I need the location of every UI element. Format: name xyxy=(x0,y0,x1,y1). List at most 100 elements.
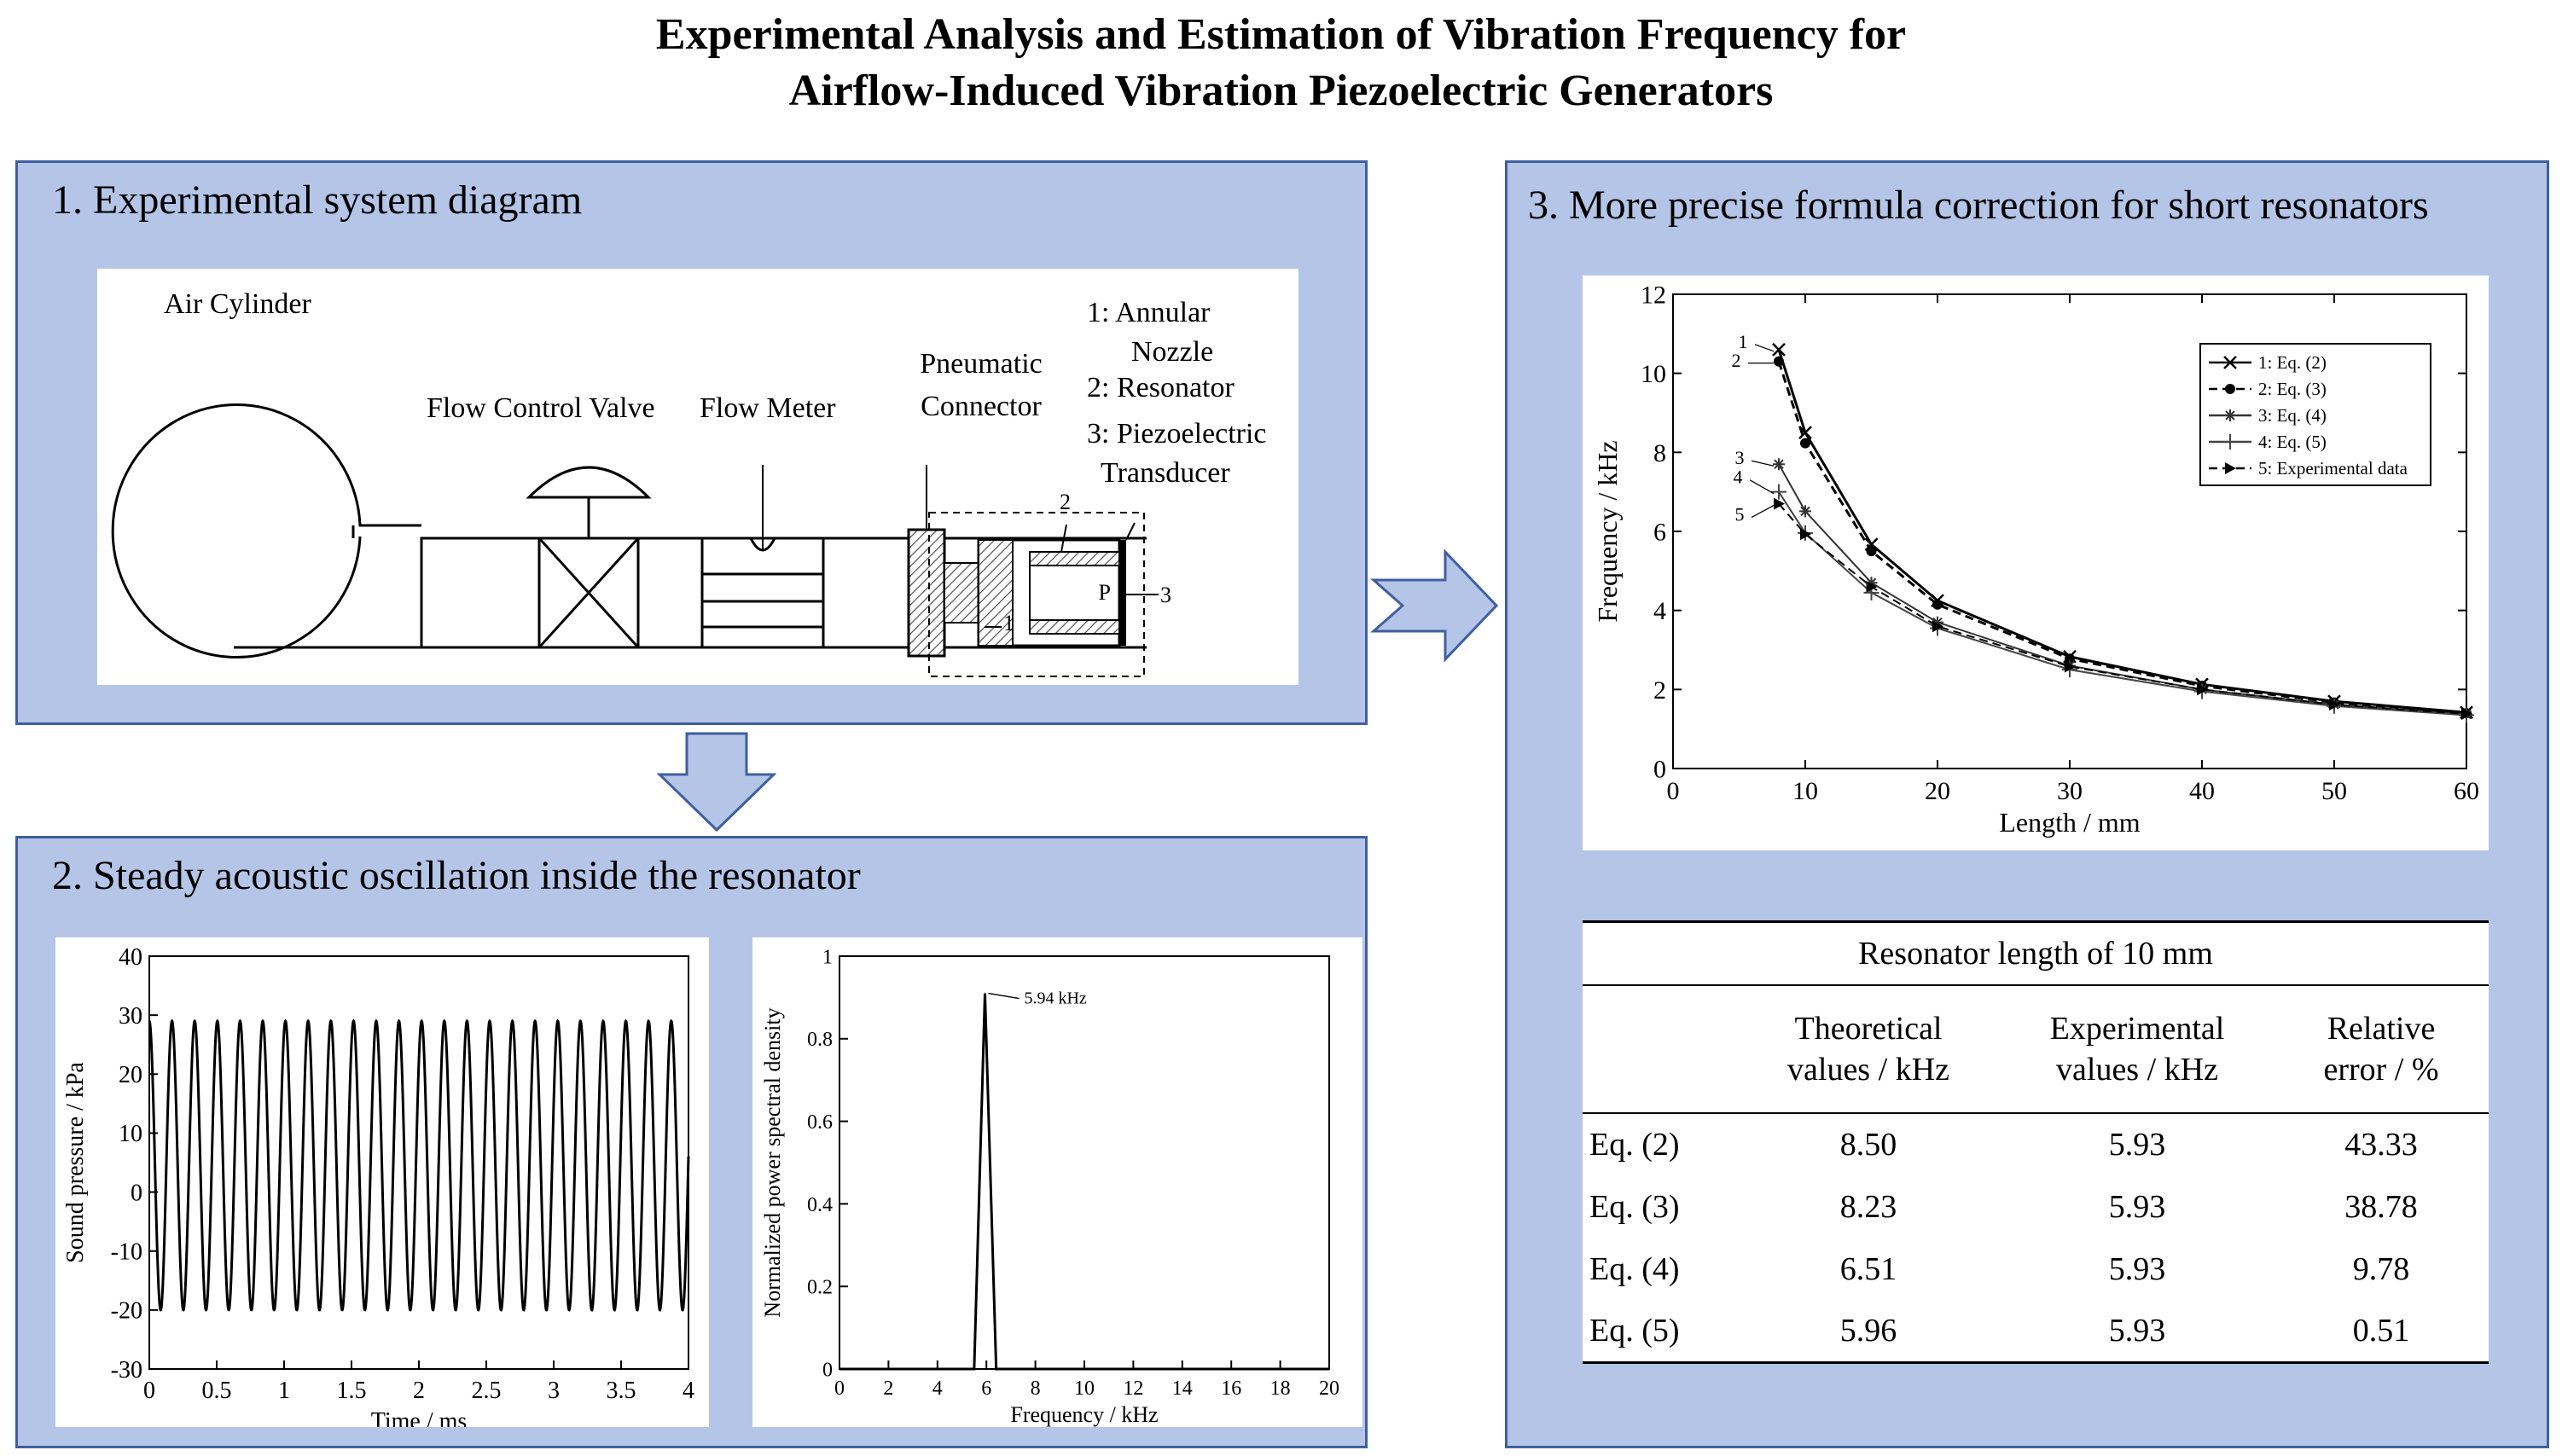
callout-1: 1 xyxy=(1003,611,1014,635)
y-tick-label: 0.8 xyxy=(807,1029,833,1051)
label-air-cylinder: Air Cylinder xyxy=(164,288,311,320)
y-tick-label: 0.2 xyxy=(807,1277,833,1299)
callout-3: 3 xyxy=(1160,583,1171,607)
marker-dot xyxy=(2225,384,2235,394)
series-line xyxy=(1777,361,2467,715)
table-row: Eq. (4) 6.51 5.93 9.78 xyxy=(1583,1238,2489,1300)
experimental-value: 5.93 xyxy=(2108,1312,2166,1349)
series-label-leader xyxy=(1751,505,1775,519)
y-tick-label: 30 xyxy=(119,1003,142,1030)
legend-entry: 5: Experimental data xyxy=(2258,458,2408,479)
x-tick-label: 20 xyxy=(1319,1378,1339,1400)
marker-dot xyxy=(1932,599,1943,610)
title-line-1: Experimental Analysis and Estimation of … xyxy=(655,10,1907,59)
series-label-leader xyxy=(1751,460,1775,467)
marker-plus xyxy=(2222,434,2238,450)
legend-entry: 2: Eq. (3) xyxy=(2258,379,2327,399)
experimental-value: 5.93 xyxy=(2108,1188,2166,1225)
label-pneumatic-2: Connector xyxy=(921,391,1042,422)
x-tick-label: 1.5 xyxy=(337,1378,367,1404)
x-tick-label: 3 xyxy=(548,1378,560,1404)
relative-error: 9.78 xyxy=(2352,1250,2410,1287)
marker-dot xyxy=(1800,438,1810,449)
marker-dot xyxy=(1774,356,1784,367)
plot-frame xyxy=(839,955,1330,1370)
x-tick-label: 10 xyxy=(1074,1378,1095,1400)
x-axis-label: Length / mm xyxy=(1999,807,2140,838)
marker-x xyxy=(2223,356,2237,369)
series-line xyxy=(1778,491,2467,716)
figure-title: Experimental Analysis and Estimation of … xyxy=(0,7,2562,119)
label-flow-meter: Flow Meter xyxy=(700,392,836,424)
row-label: Eq. (3) xyxy=(1589,1188,1680,1225)
x-tick-label: 3.5 xyxy=(607,1378,636,1404)
y-tick-label: -10 xyxy=(111,1239,142,1266)
row-label: Eq. (5) xyxy=(1589,1312,1680,1349)
theoretical-value: 5.96 xyxy=(1839,1312,1897,1349)
x-tick-label: 14 xyxy=(1172,1378,1193,1400)
x-tick-label: 0 xyxy=(834,1378,845,1400)
frequency-length-chart: 0 10 20 30 40 50 60 0 2 4 6 8 10 12 Length / mm Frequen… xyxy=(1583,276,2489,850)
x-tick-label: 20 xyxy=(1925,777,1950,805)
panel-formula-correction: 3. More precise formula correction for s… xyxy=(1505,160,2549,1448)
y-tick-label: 2 xyxy=(1653,676,1666,705)
relative-error: 38.78 xyxy=(2344,1188,2418,1225)
label-pneumatic-1: Pneumatic xyxy=(920,348,1043,380)
y-tick-label: 10 xyxy=(119,1121,142,1147)
system-diagram-svg: 1 2 P 3 Air Cylinder Flow Control Valve … xyxy=(111,288,1267,677)
marker-star xyxy=(1799,505,1811,518)
x-axis-label: Time / ms xyxy=(371,1408,468,1427)
series-line xyxy=(1778,502,2467,716)
air-cylinder-shape xyxy=(111,403,421,658)
experimental-value: 5.93 xyxy=(2108,1127,2166,1163)
relative-error: 0.51 xyxy=(2352,1312,2410,1349)
marker-triangle xyxy=(2225,462,2236,474)
y-tick-label: -30 xyxy=(111,1357,142,1383)
marker-triangle xyxy=(2329,698,2340,711)
legend-entry: 1: Eq. (2) xyxy=(2258,352,2327,373)
peak-annotation: 5.94 kHz xyxy=(1024,989,1086,1008)
legend-entry: 3: Eq. (4) xyxy=(2258,405,2327,426)
legend-entry: 4: Eq. (5) xyxy=(2258,432,2327,452)
row-label: Eq. (2) xyxy=(1589,1127,1680,1163)
spectrum-chart: 0 2 4 6 8 10 12 14 16 18 20 0 0.2 0.4 0.6 0.8 1 Frequency… xyxy=(752,937,1362,1427)
x-tick-label: 4 xyxy=(932,1378,943,1400)
x-tick-label: 6 xyxy=(981,1378,991,1400)
row-label: Eq. (4) xyxy=(1589,1250,1680,1287)
right-arrow-icon xyxy=(1370,549,1499,662)
series-label: 2 xyxy=(1732,350,1741,371)
table-row: Eq. (2) 8.50 5.93 43.33 xyxy=(1583,1113,2489,1175)
x-tick-label: 4 xyxy=(683,1378,694,1404)
theoretical-value: 8.23 xyxy=(1839,1188,1897,1225)
legend-3b: Transducer xyxy=(1101,457,1230,489)
time-signal-svg: 0 0.5 1 1.5 2 2.5 3 3.5 4 -30 -20 -10 0 10 20 30 40 Time … xyxy=(62,944,694,1435)
label-flow-control-valve: Flow Control Valve xyxy=(427,392,655,424)
x-tick-label: 2 xyxy=(883,1378,893,1400)
y-tick-label: 4 xyxy=(1653,597,1666,625)
y-tick-label: -20 xyxy=(111,1298,142,1325)
theoretical-value: 6.51 xyxy=(1839,1250,1897,1287)
marker-triangle xyxy=(1774,497,1785,510)
y-tick-label: 10 xyxy=(1641,360,1666,388)
panel-2-heading: 2. Steady acoustic oscillation inside th… xyxy=(52,853,861,898)
psd-line xyxy=(839,993,1329,1371)
x-tick-label: 0.5 xyxy=(202,1378,232,1404)
callout-p: P xyxy=(1099,580,1111,605)
x-tick-label: 18 xyxy=(1270,1378,1291,1400)
panel-1-heading: 1. Experimental system diagram xyxy=(52,177,583,223)
x-tick-label: 12 xyxy=(1123,1378,1143,1400)
marker-triangle xyxy=(1800,528,1811,541)
peak-leader xyxy=(988,992,1020,1000)
panel-acoustic-oscillation: 2. Steady acoustic oscillation inside th… xyxy=(15,836,1368,1448)
y-tick-label: 0 xyxy=(1653,756,1666,784)
y-axis-label: Frequency / kHz xyxy=(1592,440,1623,622)
y-axis-label: Normalized power spectral density xyxy=(760,1007,785,1317)
marker-triangle xyxy=(2461,708,2472,721)
series-label: 1 xyxy=(1739,331,1748,352)
series-label: 4 xyxy=(1734,467,1743,488)
down-arrow-icon xyxy=(657,732,776,832)
relative-error: 43.33 xyxy=(2344,1127,2418,1163)
series-4: 4 xyxy=(1734,467,2474,723)
y-tick-label: 20 xyxy=(119,1062,142,1088)
